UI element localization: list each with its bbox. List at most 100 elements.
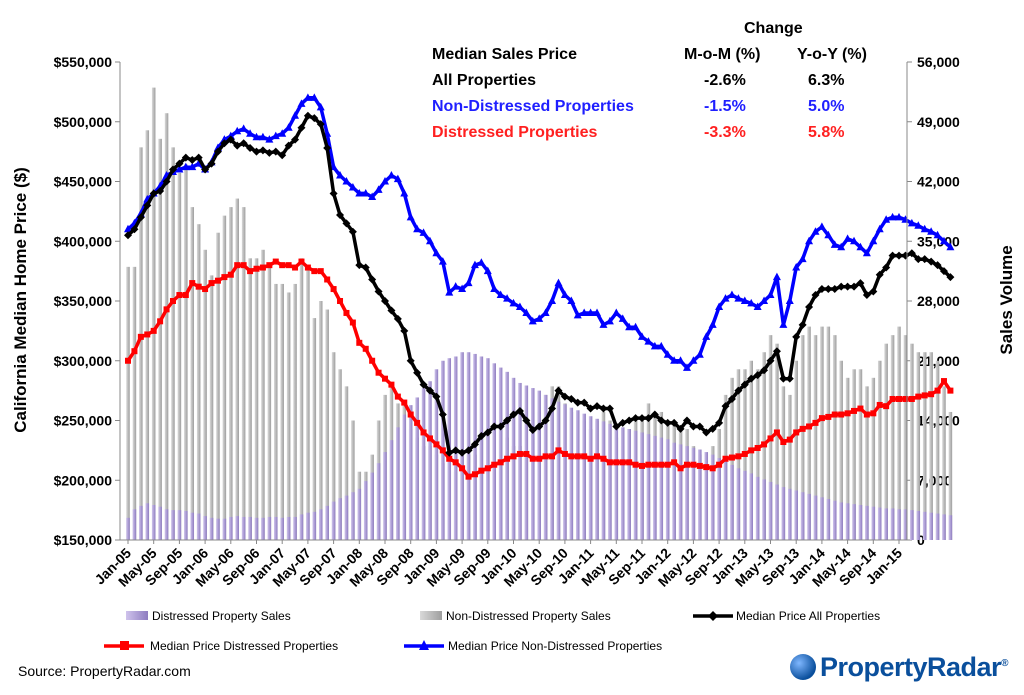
row-distressed-yoy: 5.8% [808,124,845,141]
distressed-sales-bar [280,517,284,540]
distressed-sales-bar [762,479,766,540]
distressed-price-point [202,286,209,293]
all-properties-price-point [708,424,717,433]
non-distressed-price-point [946,242,955,251]
distressed-sales-bar [942,514,946,540]
distressed-price-point [195,283,202,290]
all-properties-price-point [644,414,653,423]
all-properties-price-point [631,414,640,423]
distressed-sales-bar [139,505,143,540]
non-distressed-price-point [374,185,383,193]
non-distressed-price-point [560,290,569,299]
all-properties-price-point [837,282,846,291]
distressed-sales-bar [524,385,529,540]
distressed-price-point [831,411,838,418]
non-distressed-sales-bar [151,87,156,540]
all-properties-price-point [265,148,274,157]
distressed-sales-bar [698,449,702,540]
distressed-sales-bar [203,516,207,540]
distressed-price-point [125,357,131,364]
non-distressed-price-point [721,294,730,302]
distressed-price-point [324,276,331,283]
distressed-price-point [940,378,947,385]
distressed-sales-bar [344,495,349,540]
distressed-price-point [664,461,671,468]
non-distressed-price-point [837,242,846,251]
non-distressed-price-point [124,224,132,233]
distressed-sales-bar [363,481,368,540]
non-distressed-price-point [612,308,621,316]
non-distressed-sales-bar [775,343,779,540]
non-distressed-price-point [670,356,679,364]
non-distressed-sales-bar [922,352,927,540]
all-properties-price-point [130,225,139,234]
distressed-price-point [516,450,523,457]
all-properties-price-point [213,147,222,156]
all-properties-price-point [355,261,364,270]
non-distressed-sales-bar [852,369,856,540]
distressed-sales-bar [370,472,374,540]
distressed-sales-bar [145,503,150,540]
non-distressed-price-point [464,278,473,287]
all-properties-price-point [869,287,878,296]
row-nondistressed-label: Non-Distressed Properties [432,98,634,115]
y-left-tick-label: $400,000 [54,233,113,249]
distressed-price-point [754,444,761,451]
distressed-price-point [806,423,813,430]
distressed-sales-bar [672,442,676,540]
all-properties-price-point [156,187,165,196]
non-distressed-sales-bar [884,343,888,540]
left-axis-ticks: $150,000 $200,000 $250,000 $300,000 $350,000… [54,54,120,548]
non-distressed-price-point [631,322,640,331]
non-distressed-price-point [850,236,859,245]
non-distressed-sales-bar [190,207,195,540]
all-properties-price-point [702,428,711,437]
all-properties-price-point [920,255,929,264]
distressed-price-point [234,262,241,269]
all-properties-price-point [522,416,531,425]
all-properties-price-point [657,416,666,425]
non-distressed-price-point [625,322,634,331]
distressed-sales-bar [852,504,856,540]
distressed-price-point [369,357,376,364]
all-properties-price-point [612,422,621,431]
legend-non-distressed-sales-label: Non-Distressed Property Sales [446,609,611,623]
y-left-axis-title: California Median Home Price ($) [11,167,30,432]
all-properties-price-point [188,155,197,164]
non-distressed-sales-bar [306,266,310,540]
distressed-price-point [536,455,543,462]
non-distressed-price-point [895,212,903,221]
radar-logo-icon [790,654,816,680]
distressed-price-point [728,454,735,461]
legend-distressed-sales-swatch [126,611,148,620]
non-distressed-sales-bar [338,369,342,540]
all-properties-price-point [271,147,280,156]
distressed-sales-bar [865,505,869,540]
distressed-price-point [471,471,478,478]
distressed-price-point [773,429,780,436]
all-properties-price-point [792,332,801,341]
distressed-price-point [818,415,825,422]
non-distressed-price-point [233,126,242,135]
non-distressed-price-point [188,162,197,171]
distressed-price-point [703,464,710,471]
distressed-price-point [915,393,922,400]
non-distressed-price-point [509,298,518,307]
distressed-sales-bar [543,394,548,540]
non-distressed-price-point [907,218,916,227]
non-distressed-price-point [477,258,486,266]
non-distressed-price-point [753,302,762,310]
non-distressed-price-point [316,102,325,111]
non-distressed-price-point [503,294,512,302]
non-distressed-sales-bar [261,249,265,541]
non-distressed-sales-bar [293,283,297,540]
distressed-sales-bar [884,508,888,540]
non-distressed-price-point [798,254,807,263]
all-properties-price-point [914,255,923,264]
all-properties-price-point [766,356,775,365]
distressed-price-point [594,453,601,460]
all-properties-price-point [882,263,891,272]
non-distressed-price-point [496,290,505,299]
row-nondistressed-mom: -1.5% [704,98,746,115]
